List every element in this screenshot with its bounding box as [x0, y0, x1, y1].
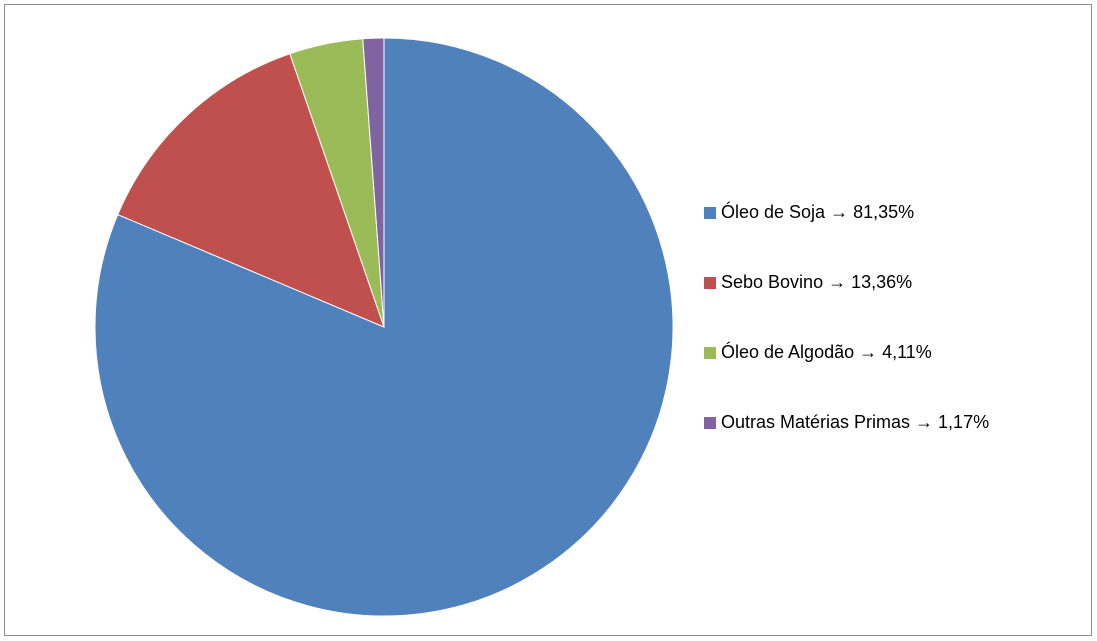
legend-item-sebo-bovino: Sebo Bovino → 13,36% — [704, 270, 1084, 295]
legend-swatch-outras-materias-primas — [704, 416, 716, 429]
pie-slice-outras-materias-primas — [362, 37, 385, 328]
legend-item-outras-materias-primas: Outras Matérias Primas → 1,17% — [704, 410, 1084, 435]
legend: Óleo de Soja → 81,35% Sebo Bovino → 13,3… — [704, 200, 1084, 480]
pie-slice-oleo-de-soja — [94, 37, 674, 617]
legend-label-oleo-de-algodao: Óleo de Algodão → 4,11% — [721, 342, 932, 362]
legend-label-outras-materias-primas: Outras Matérias Primas → 1,17% — [721, 412, 990, 432]
legend-label-sebo-bovino: Sebo Bovino → 13,36% — [721, 272, 913, 292]
legend-swatch-oleo-de-algodao — [704, 346, 716, 359]
legend-item-oleo-de-algodao: Óleo de Algodão → 4,11% — [704, 340, 1084, 365]
legend-swatch-sebo-bovino — [704, 276, 716, 289]
legend-item-oleo-de-soja: Óleo de Soja → 81,35% — [704, 200, 1084, 225]
legend-swatch-oleo-de-soja — [704, 206, 716, 219]
pie-slice-sebo-bovino — [117, 53, 385, 328]
legend-label-oleo-de-soja: Óleo de Soja → 81,35% — [721, 202, 915, 222]
